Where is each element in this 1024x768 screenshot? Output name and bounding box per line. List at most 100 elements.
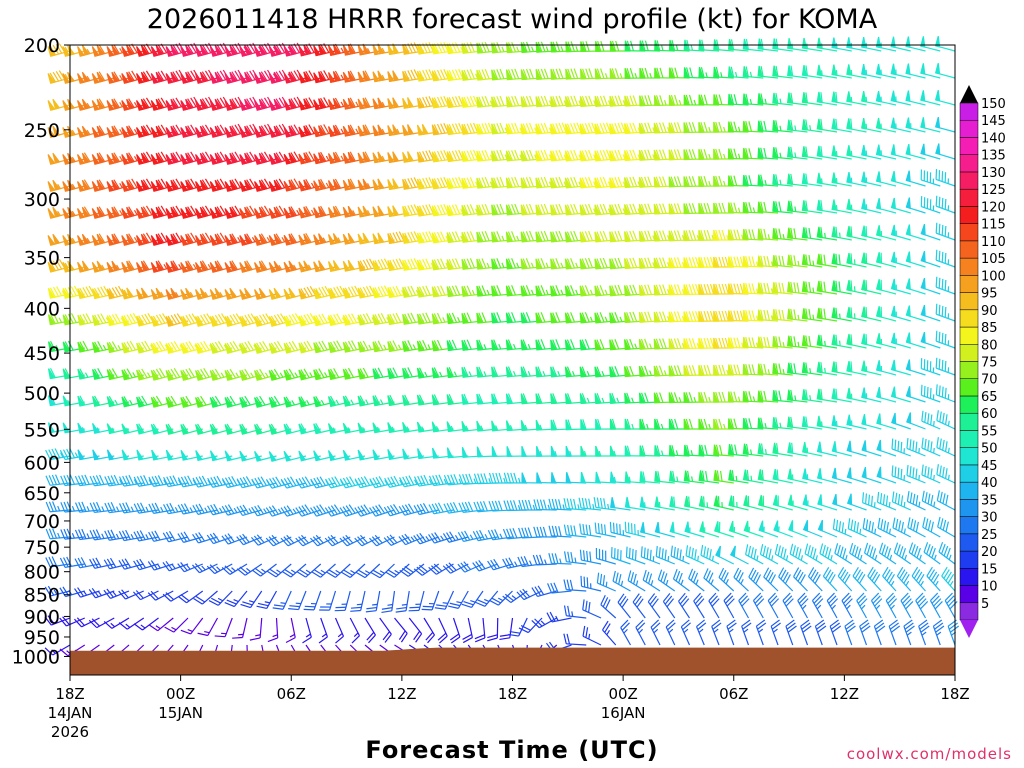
colorbar-label: 105 <box>981 252 1006 267</box>
wind-barb <box>505 95 528 108</box>
wind-barb <box>195 287 218 300</box>
wind-barb <box>505 312 528 324</box>
wind-barb <box>224 423 248 435</box>
wind-barb <box>121 98 144 111</box>
wind-barb <box>801 227 823 241</box>
wind-barb <box>801 92 823 106</box>
wind-barb <box>44 615 71 626</box>
wind-barb <box>443 474 469 486</box>
wind-barb <box>876 439 897 457</box>
wind-barb <box>669 521 690 538</box>
wind-barb <box>458 501 484 514</box>
wind-barb <box>499 617 514 641</box>
wind-barb <box>920 304 941 322</box>
wind-barb <box>268 368 292 381</box>
wind-barb <box>920 250 941 268</box>
colorbar-label: 100 <box>981 269 1006 284</box>
wind-barb <box>165 423 189 435</box>
wind-barb <box>609 471 631 484</box>
wind-barb <box>461 231 484 243</box>
wind-barb <box>563 633 587 646</box>
wind-barb <box>801 389 823 403</box>
wind-barb <box>372 285 395 299</box>
wind-barb <box>310 534 336 547</box>
wind-barb <box>699 521 720 538</box>
colorbar-swatch <box>959 292 979 311</box>
wind-barb <box>700 544 720 565</box>
wind-barb <box>786 308 808 322</box>
wind-barb <box>617 593 631 619</box>
wind-barb <box>532 554 557 566</box>
wind-barb <box>727 283 749 295</box>
wind-barb <box>461 258 484 270</box>
wind-barb <box>413 474 439 487</box>
x-tick-label: 15JAN <box>158 704 203 722</box>
wind-barb <box>624 496 646 511</box>
wind-barb <box>310 504 336 517</box>
wind-barb <box>446 122 469 136</box>
wind-barb <box>742 201 764 214</box>
wind-barb <box>639 522 661 538</box>
wind-barb <box>650 619 661 646</box>
wind-barb <box>327 205 351 218</box>
wind-barb <box>698 66 720 79</box>
colorbar-swatch <box>959 154 979 173</box>
wind-barb <box>91 260 115 273</box>
wind-barb <box>150 395 174 408</box>
wind-barb <box>742 120 764 133</box>
wind-barb <box>860 118 882 133</box>
wind-barb <box>520 230 543 243</box>
wind-barb <box>698 202 720 214</box>
wind-barb <box>177 475 203 488</box>
wind-barb <box>742 417 764 430</box>
wind-barb <box>60 501 85 513</box>
wind-barb <box>757 147 779 160</box>
wind-barb <box>461 420 484 432</box>
wind-barb <box>88 617 115 629</box>
wind-barb <box>62 44 85 57</box>
wind-barb <box>303 590 322 611</box>
wind-barb <box>713 66 734 79</box>
wind-barb <box>313 396 336 408</box>
wind-barb <box>326 563 351 578</box>
wind-barb <box>180 287 203 300</box>
colorbar-swatch <box>959 430 979 448</box>
wind-barb <box>742 336 764 349</box>
wind-barb <box>846 306 867 322</box>
wind-barb <box>772 120 793 133</box>
colorbar-label: 30 <box>981 511 998 526</box>
wind-barb <box>163 502 189 515</box>
wind-barb <box>487 529 513 541</box>
colorbar-swatch <box>959 326 979 345</box>
wind-barb <box>757 417 779 430</box>
wind-barb <box>206 532 233 545</box>
wind-barb <box>831 253 852 268</box>
wind-barb <box>208 590 233 606</box>
wind-barb <box>349 617 361 644</box>
colorbar-swatch <box>959 550 979 569</box>
wind-barb <box>861 333 882 349</box>
wind-barb <box>920 143 941 160</box>
wind-barb <box>727 337 749 349</box>
colorbar-label: 145 <box>981 114 1006 129</box>
wind-barb <box>448 590 469 609</box>
wind-barb <box>520 122 543 135</box>
wind-barb <box>846 252 867 268</box>
wind-barb <box>698 418 720 430</box>
wind-barb <box>476 149 498 162</box>
wind-barb <box>654 496 675 511</box>
wind-barb <box>136 151 159 165</box>
wind-barb <box>758 520 779 538</box>
wind-barb <box>846 467 867 484</box>
wind-barb <box>324 504 351 517</box>
wind-barb <box>935 357 956 376</box>
wind-barb <box>669 496 690 511</box>
wind-barb <box>654 418 675 430</box>
wind-barb <box>280 534 307 547</box>
wind-barb <box>668 418 690 430</box>
wind-barb <box>743 495 764 511</box>
wind-barb <box>745 544 764 565</box>
wind-barb <box>773 520 793 538</box>
wind-barb <box>801 308 823 322</box>
wind-barb <box>817 519 838 538</box>
